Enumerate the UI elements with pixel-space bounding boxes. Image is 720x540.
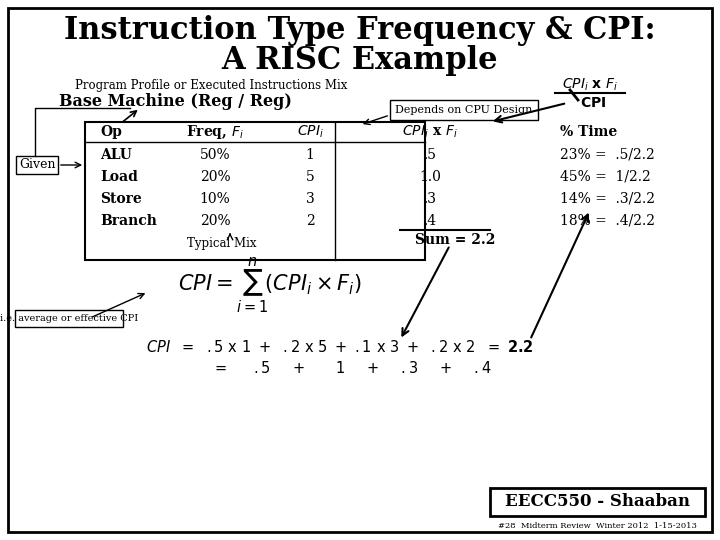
Text: Freq, $F_i$: Freq, $F_i$	[186, 123, 244, 141]
Bar	[16, 156, 58, 174]
Text: Load: Load	[100, 170, 138, 184]
Text: Branch: Branch	[100, 214, 157, 228]
Text: ALU: ALU	[100, 148, 132, 162]
Text: $\mathbf{CPI}$: $\mathbf{CPI}$	[580, 96, 606, 110]
Text: $CPI_i$ x $F_i$: $CPI_i$ x $F_i$	[402, 124, 458, 140]
Text: 20%: 20%	[199, 214, 230, 228]
Bar	[490, 488, 705, 516]
Text: 1: 1	[305, 148, 315, 162]
Text: .5: .5	[423, 148, 436, 162]
Text: Op: Op	[100, 125, 122, 139]
Text: Given: Given	[19, 159, 55, 172]
Text: .4: .4	[423, 214, 436, 228]
Text: Store: Store	[100, 192, 142, 206]
Text: EECC550 - Shaaban: EECC550 - Shaaban	[505, 494, 690, 510]
Text: 5: 5	[305, 170, 315, 184]
Bar	[15, 310, 123, 327]
Text: 2: 2	[305, 214, 315, 228]
Text: 14% =  .3/2.2: 14% = .3/2.2	[560, 192, 655, 206]
Text: 1.0: 1.0	[419, 170, 441, 184]
Text: Instruction Type Frequency & CPI:: Instruction Type Frequency & CPI:	[64, 15, 656, 45]
Text: 3: 3	[305, 192, 315, 206]
Text: #28  Midterm Review  Winter 2012  1-15-2013: #28 Midterm Review Winter 2012 1-15-2013	[498, 522, 696, 530]
Bar	[390, 100, 538, 120]
Text: Program Profile or Executed Instructions Mix: Program Profile or Executed Instructions…	[75, 78, 347, 91]
Text: 10%: 10%	[199, 192, 230, 206]
Text: $CPI\ \ =\ \ .5\ \mathrm{x}\ 1\ +\ \ .2\ \mathrm{x}\ 5\ +\ .1\ \mathrm{x}\ 3\ +\: $CPI\ \ =\ \ .5\ \mathrm{x}\ 1\ +\ \ .2\…	[146, 339, 534, 355]
Text: 18% =  .4/2.2: 18% = .4/2.2	[560, 214, 655, 228]
Text: .3: .3	[423, 192, 436, 206]
Text: $CPI_i$: $CPI_i$	[297, 124, 323, 140]
Text: $CPI_i\ \mathbf{x}\ F_i$: $CPI_i\ \mathbf{x}\ F_i$	[562, 77, 618, 93]
Text: A RISC Example: A RISC Example	[222, 44, 498, 76]
Text: Base Machine (Reg / Reg): Base Machine (Reg / Reg)	[58, 93, 292, 111]
Text: 50%: 50%	[199, 148, 230, 162]
Text: Sum = 2.2: Sum = 2.2	[415, 233, 495, 247]
Bar	[85, 122, 425, 260]
Text: 45% =  1/2.2: 45% = 1/2.2	[560, 170, 651, 184]
Text: 23% =  .5/2.2: 23% = .5/2.2	[560, 148, 654, 162]
Text: Depends on CPU Design: Depends on CPU Design	[395, 105, 533, 115]
Text: $\ \ \ \ \ =\ \ \ \ \ .5\ \ \ \ +\ \ \ \ \ \ 1\ \ \ \ +\ \ \ \ .3\ \ \ \ +\ \ \ : $\ \ \ \ \ =\ \ \ \ \ .5\ \ \ \ +\ \ \ \…	[188, 360, 492, 376]
Text: % Time: % Time	[560, 125, 617, 139]
Text: $CPI = \sum_{i=1}^{n}\!\left(CPI_i \times F_i\right)$: $CPI = \sum_{i=1}^{n}\!\left(CPI_i \time…	[178, 255, 362, 315]
Text: i.e. average or effective CPI: i.e. average or effective CPI	[0, 314, 138, 323]
Text: 20%: 20%	[199, 170, 230, 184]
Text: Typical Mix: Typical Mix	[187, 237, 257, 249]
